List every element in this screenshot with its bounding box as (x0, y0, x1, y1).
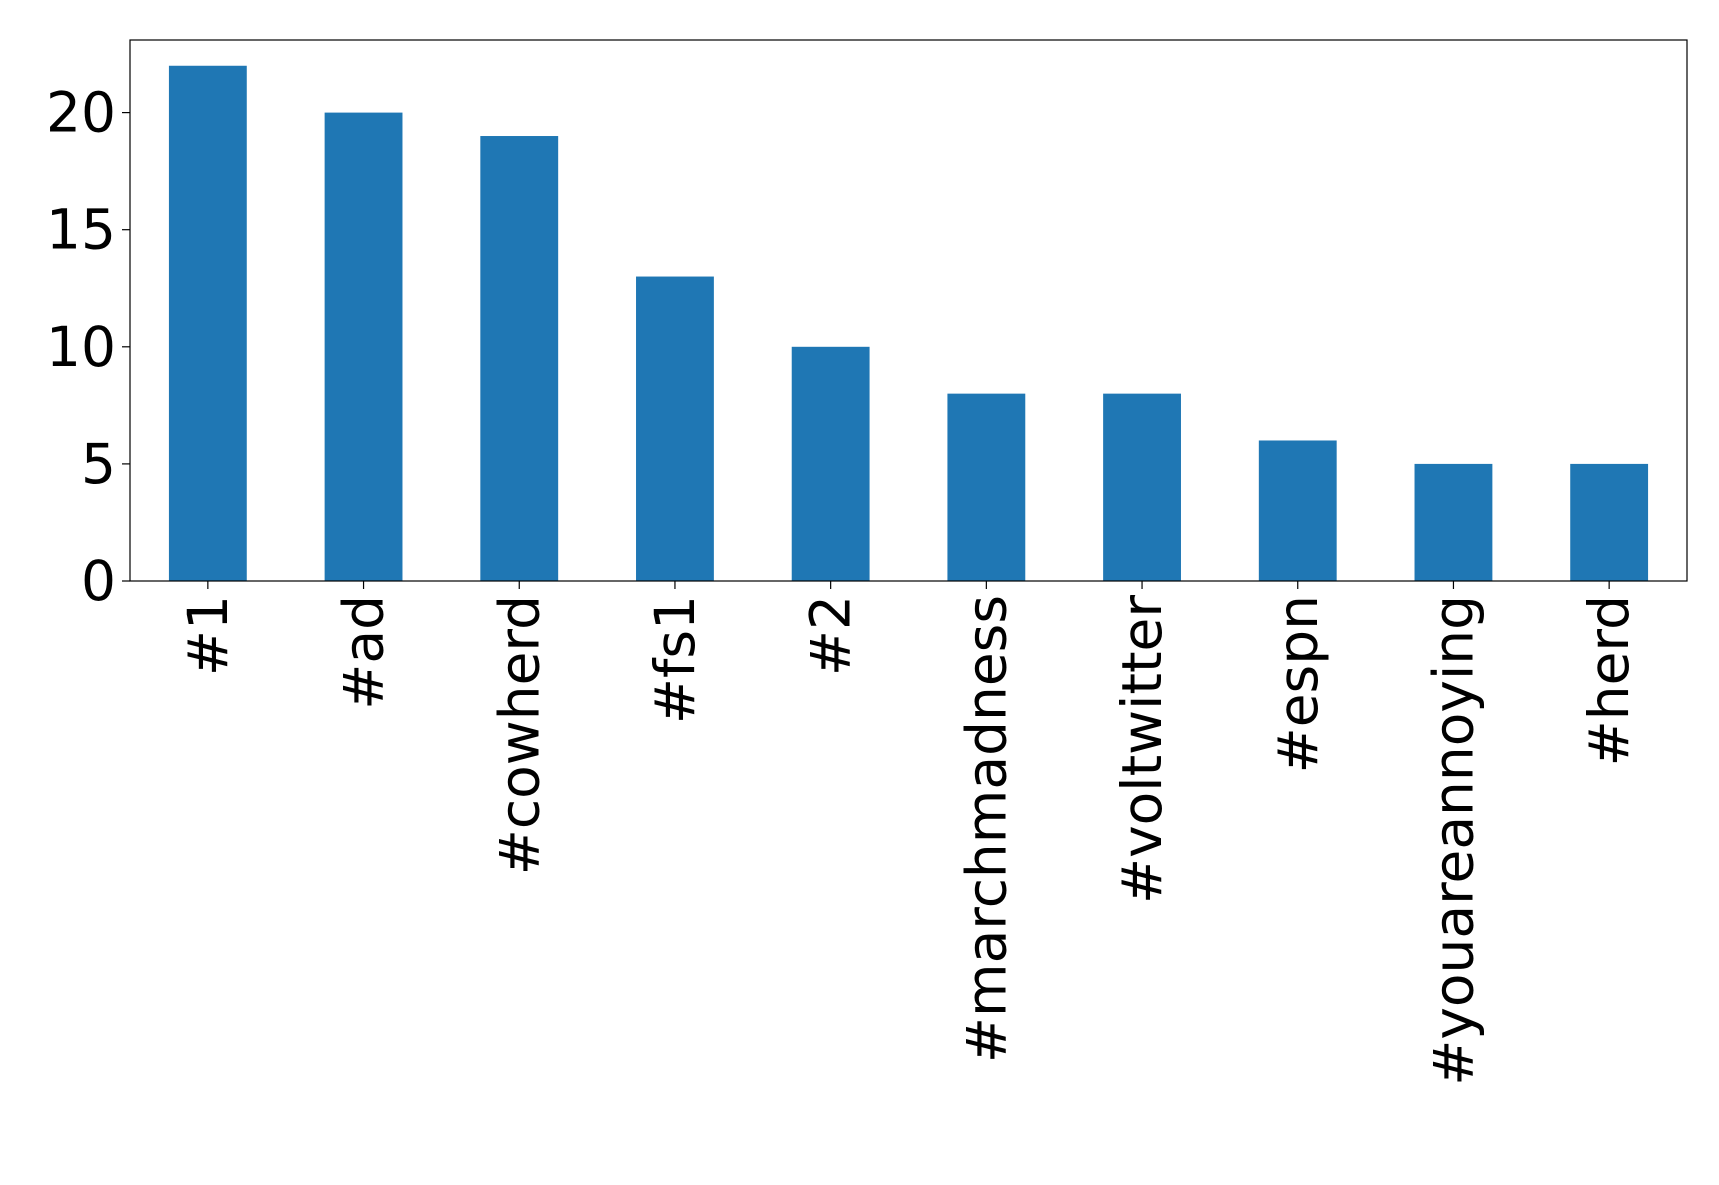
x-tick-label: #youareannoying (1421, 595, 1485, 1086)
bar (1258, 440, 1337, 581)
y-tick-label: 20 (46, 81, 116, 145)
x-tick-label: #espn (1266, 595, 1330, 773)
x-tick-label: #herd (1577, 595, 1641, 766)
bar (480, 136, 559, 581)
x-tick-label: #fs1 (643, 595, 707, 724)
x-tick-label: #marchmadness (954, 595, 1018, 1063)
plot-frame (129, 39, 1688, 582)
y-tick-label: 15 (46, 198, 116, 262)
x-tick-label: #voltwitter (1110, 595, 1174, 904)
x-tick-label: #1 (176, 595, 240, 676)
bar (1103, 393, 1181, 581)
x-tick-label: #cowherd (487, 595, 551, 875)
x-tick-label: #2 (799, 595, 863, 676)
bar (1414, 463, 1493, 581)
y-tick-label: 5 (81, 432, 116, 496)
bar (324, 112, 403, 581)
y-tick-label: 10 (46, 315, 116, 379)
bar (168, 65, 247, 581)
bar (1570, 463, 1649, 581)
bar (947, 393, 1026, 581)
y-tick-label: 0 (81, 549, 116, 613)
bar (791, 346, 870, 581)
bar (636, 276, 714, 581)
x-tick-label: #ad (332, 595, 396, 710)
